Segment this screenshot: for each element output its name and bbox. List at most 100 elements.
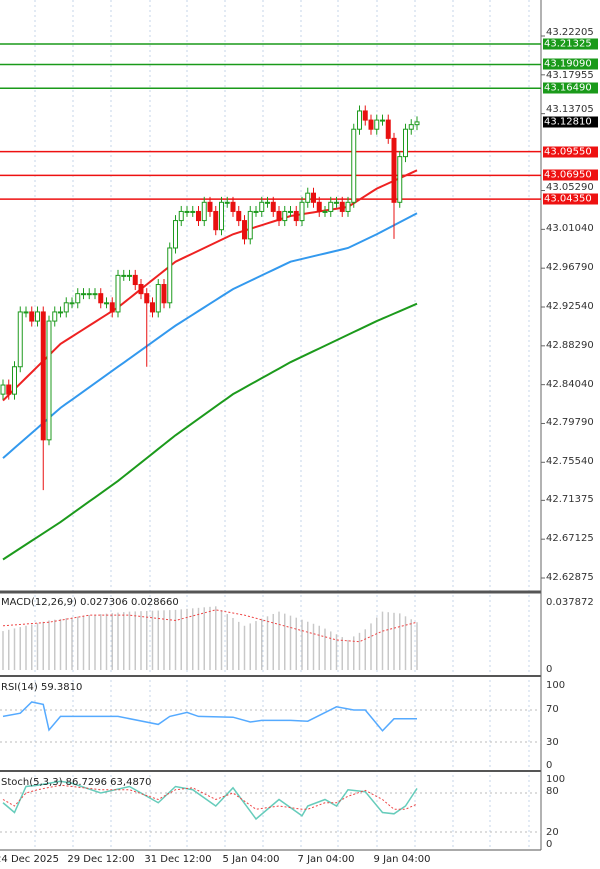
candle-bullish (23, 311, 29, 314)
candle-bearish (150, 302, 155, 313)
candle-bullish (92, 293, 98, 296)
price-tick: 43.05290 (546, 181, 594, 193)
candle-bullish (12, 366, 17, 395)
candle-bearish (242, 220, 247, 240)
stoch-main-line (2, 780, 418, 821)
price-tick: 43.17955 (546, 69, 594, 81)
time-label: 31 Dec 12:00 (144, 854, 212, 865)
candle-bullish (190, 210, 196, 213)
candle-bullish (58, 311, 63, 314)
candle-bullish (52, 311, 58, 322)
price-tick: 42.62875 (546, 572, 594, 583)
resistance-level-tag: 43.16490 (543, 82, 598, 94)
candle-bearish (270, 201, 276, 212)
candle-bearish (161, 284, 167, 304)
candle-bearish (138, 284, 144, 295)
time-label: 5 Jan 04:00 (222, 854, 280, 865)
candle-bullish (0, 384, 6, 395)
candle-bearish (311, 192, 316, 203)
price-tick: 42.88290 (546, 339, 594, 351)
candle-bearish (276, 210, 282, 222)
candle-bearish (144, 293, 150, 304)
price-tick: 43.13705 (546, 104, 594, 116)
rsi-line (2, 701, 417, 732)
time-label: 29 Dec 12:00 (67, 854, 135, 865)
candle-bullish (397, 156, 403, 203)
candle-bullish (127, 274, 132, 277)
support-level-tag: 43.06950 (543, 169, 598, 181)
candle-bearish (339, 201, 345, 212)
candle-bullish (322, 210, 328, 213)
candle-bullish (265, 201, 270, 204)
candle-bullish (288, 210, 293, 213)
stoch-tick-80: 80 (546, 786, 559, 797)
candle-bearish (29, 311, 35, 322)
candle-bullish (380, 119, 385, 122)
macd-label: MACD(12,26,9) 0.027306 0.028660 (1, 597, 179, 608)
candle-bullish (299, 201, 305, 222)
candle-bearish (230, 201, 236, 212)
candle-bullish (121, 274, 127, 277)
price-tick: 42.67125 (546, 533, 594, 545)
candle-bullish (46, 320, 52, 441)
candle-bearish (236, 210, 242, 222)
candle-bullish (86, 293, 92, 296)
candle-bullish (328, 201, 334, 212)
candle-bullish (104, 302, 109, 305)
rsi-tick-0: 0 (546, 760, 553, 771)
candle-bullish (17, 311, 23, 368)
candle-bearish (385, 119, 391, 139)
support-level-tag: 43.04350 (543, 193, 598, 205)
candle-bullish (178, 210, 184, 222)
rsi-tick-100: 100 (546, 680, 566, 691)
support-level-tag: 43.09550 (543, 146, 598, 158)
price-tick: 42.84040 (546, 378, 594, 390)
macd-signal-line (2, 609, 418, 643)
candle-bearish (316, 201, 322, 212)
time-label: 24 Dec 2025 (0, 854, 59, 865)
candle-bullish (224, 201, 230, 204)
resistance-level-tag: 43.21325 (543, 38, 598, 50)
price-tick: 42.71375 (546, 494, 594, 506)
candle-bullish (357, 110, 362, 130)
macd-zero-label: 0 (546, 664, 553, 675)
candle-bullish (351, 128, 357, 203)
candle-bearish (6, 384, 12, 395)
macd-max-label: 0.037872 (546, 597, 594, 608)
candle-bullish (63, 302, 69, 313)
candle-bullish (115, 274, 121, 313)
candle-bullish (155, 284, 161, 313)
stoch-signal-line (2, 784, 418, 810)
stoch-label: Stoch(5,3,3) 86.7296 63,4870 (1, 777, 152, 788)
stoch-tick-0: 0 (546, 839, 553, 850)
candle-bullish (334, 201, 339, 204)
candle-bearish (293, 210, 299, 222)
candle-bearish (40, 311, 46, 441)
price-tick: 42.96790 (546, 262, 594, 274)
current-price-tag: 43.12810 (543, 116, 598, 128)
candle-bearish (213, 210, 219, 231)
rsi-tick-30: 30 (546, 737, 559, 748)
rsi-tick-70: 70 (546, 704, 559, 715)
candle-bullish (403, 128, 408, 158)
candle-bearish (368, 119, 374, 130)
candle-bullish (345, 201, 351, 212)
candle-bearish (391, 137, 397, 203)
time-label: 7 Jan 04:00 (297, 854, 355, 865)
price-tick: 43.22205 (546, 26, 594, 38)
candle-bullish (374, 119, 380, 130)
candle-bearish (98, 293, 104, 304)
candle-bullish (414, 121, 420, 126)
candle-bearish (362, 110, 368, 121)
moving-average-slow (2, 302, 418, 561)
candle-bullish (259, 201, 265, 212)
candle-bearish (196, 210, 201, 222)
candle-bullish (173, 220, 178, 249)
stoch-tick-20: 20 (546, 827, 559, 838)
resistance-level-tag: 43.19090 (543, 58, 598, 70)
candle-bullish (75, 293, 81, 304)
candle-bullish (408, 124, 414, 130)
time-label: 9 Jan 04:00 (373, 854, 431, 865)
